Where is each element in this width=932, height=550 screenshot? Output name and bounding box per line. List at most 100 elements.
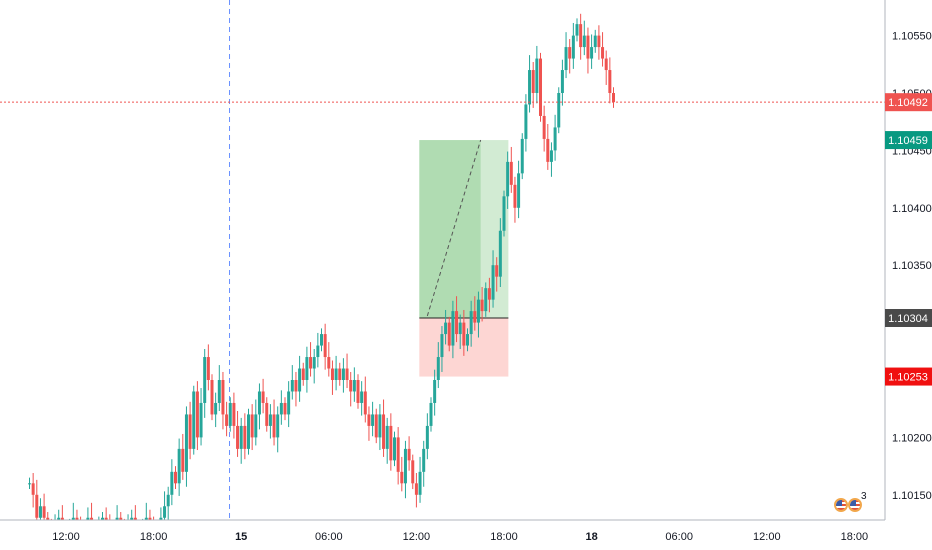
candle <box>283 397 287 421</box>
time-tick-label: 12:00 <box>52 531 80 543</box>
candle <box>458 314 462 350</box>
candle <box>327 342 331 377</box>
candle <box>210 374 214 421</box>
candle <box>418 456 422 503</box>
candle <box>316 332 320 368</box>
candle <box>498 218 502 288</box>
candle <box>542 105 546 152</box>
candle <box>305 346 309 393</box>
candle <box>411 454 415 490</box>
economic-events-badge[interactable]: 3 <box>834 491 868 520</box>
candle <box>360 381 364 416</box>
candle <box>539 52 542 122</box>
time-axis[interactable]: 12:00 18:00 15 06:00 12:00 18:00 18 06:00 12:00 1… <box>52 531 868 543</box>
candle <box>367 406 371 441</box>
price-tick-label: 1.10400 <box>892 203 932 215</box>
candle <box>192 385 196 455</box>
candle <box>294 371 298 407</box>
price-tick-label: 1.10350 <box>892 260 932 272</box>
candle <box>28 477 31 490</box>
candle <box>462 309 466 356</box>
candle <box>232 392 236 439</box>
price-tags: 1.10492 1.10459 1.10304 1.10253 <box>885 93 932 386</box>
candle <box>597 25 601 60</box>
candle <box>480 287 484 322</box>
time-tick-label: 18 <box>585 531 597 543</box>
candle <box>225 401 229 437</box>
candle <box>509 146 513 193</box>
candle <box>279 390 283 425</box>
candle <box>571 22 575 69</box>
candle <box>440 326 444 372</box>
candle <box>579 13 583 60</box>
candle <box>425 413 429 460</box>
candle <box>487 277 491 313</box>
candle <box>371 401 375 437</box>
candle <box>513 176 517 223</box>
time-axis-background <box>0 520 932 550</box>
candle <box>261 378 265 414</box>
candle <box>254 399 258 446</box>
time-tick-label: 12:00 <box>403 531 431 543</box>
candle <box>382 399 386 457</box>
candle <box>495 257 499 292</box>
time-tick-label: 18:00 <box>140 531 168 543</box>
candle <box>535 45 539 104</box>
candle <box>407 436 411 471</box>
candle <box>502 190 506 237</box>
candles <box>28 13 615 550</box>
candle <box>374 408 378 444</box>
candle <box>228 397 232 432</box>
price-tick-label: 1.10550 <box>892 31 932 43</box>
candle <box>239 417 243 464</box>
candle <box>436 342 440 389</box>
candle <box>341 358 345 393</box>
candle <box>298 355 302 402</box>
candle <box>188 401 192 460</box>
candle <box>601 32 605 67</box>
candle <box>345 353 349 389</box>
candle <box>455 296 459 343</box>
time-tick-label: 18:00 <box>841 531 869 543</box>
candle <box>396 427 400 485</box>
candle <box>403 440 407 499</box>
time-tick-label: 06:00 <box>315 531 343 543</box>
svg-text:1.10253: 1.10253 <box>888 372 928 384</box>
candle <box>166 486 170 522</box>
candle <box>604 50 608 85</box>
candle <box>568 39 572 74</box>
trade-path-line <box>426 139 482 317</box>
candle <box>582 20 586 56</box>
candle <box>309 342 313 377</box>
candle <box>177 438 181 496</box>
candle <box>265 397 269 432</box>
svg-text:1.10459: 1.10459 <box>888 135 928 147</box>
svg-text:1.10492: 1.10492 <box>888 97 928 109</box>
candle <box>323 323 327 370</box>
candle <box>447 316 451 352</box>
candle <box>575 18 579 42</box>
candle <box>195 381 199 451</box>
candle <box>385 417 389 464</box>
stop-price-tag: 1.10253 <box>885 367 932 386</box>
entry-price-tag: 1.10304 <box>885 309 932 328</box>
candle <box>560 59 564 106</box>
candle <box>268 404 272 439</box>
target-price-tag: 1.10459 <box>885 131 932 150</box>
candle <box>553 114 557 161</box>
price-tick-label: 1.10150 <box>892 490 932 502</box>
candle <box>243 413 247 460</box>
candle <box>393 431 396 467</box>
candle <box>466 328 469 352</box>
candle <box>528 55 532 113</box>
candle <box>491 250 495 308</box>
candle <box>400 456 404 492</box>
candle <box>181 433 185 480</box>
candle <box>312 349 316 384</box>
candle <box>290 365 294 400</box>
us-flag-icon <box>834 498 848 512</box>
price-axis-background <box>885 0 932 550</box>
candle <box>247 408 250 455</box>
candle <box>520 133 524 180</box>
